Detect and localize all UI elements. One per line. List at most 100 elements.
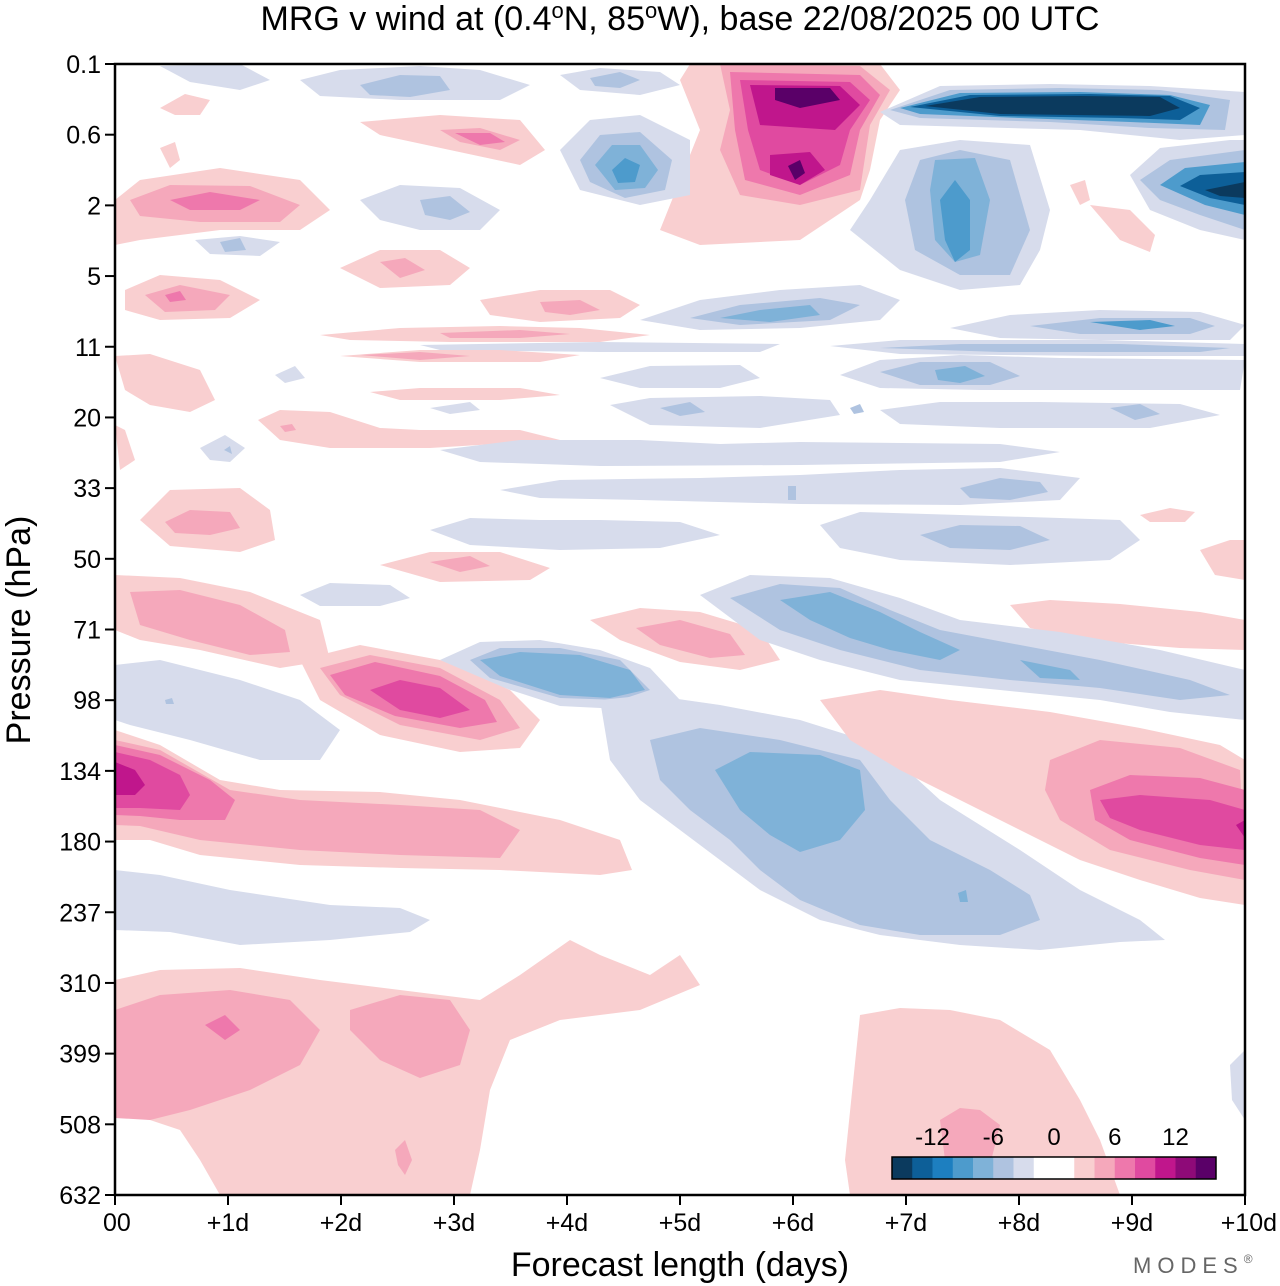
contour-region: [1205, 182, 1245, 198]
x-tick-label: +9d: [1111, 1209, 1153, 1237]
contour-region: [170, 192, 260, 210]
contour-region: [115, 870, 430, 945]
contour-region: [1236, 820, 1245, 838]
contour-region: [775, 88, 840, 108]
contour-region: [788, 486, 796, 500]
y-tick-label: 20: [73, 404, 101, 432]
y-tick-label: 2: [87, 192, 101, 220]
chart-title: MRG v wind at (0.4oN, 85oW), base 22/08/…: [261, 0, 1100, 38]
contour-region: [455, 133, 505, 145]
x-tick-label: +1d: [207, 1209, 249, 1237]
contour-region: [220, 238, 246, 252]
x-tick-label: +8d: [998, 1209, 1040, 1237]
contour-region: [165, 698, 174, 704]
colorbar-frame: [891, 1156, 1217, 1180]
contour-region: [600, 365, 760, 388]
y-axis: 0.1 0.6 2 5 11 20 33 50 71 98 134 180 237 310 399 508 63…: [59, 51, 115, 1210]
contour-region: [720, 305, 820, 322]
contour-region: [115, 354, 215, 412]
y-tick-label: 508: [59, 1111, 101, 1139]
x-tick-label: 00: [103, 1209, 131, 1237]
x-tick-label: +10d: [1221, 1209, 1277, 1237]
contour-region: [224, 446, 232, 454]
contour-region: [880, 402, 1220, 428]
y-tick-label: 33: [73, 475, 101, 503]
y-axis-label: Pressure (hPa): [0, 516, 38, 745]
colorbar-swatch: [993, 1157, 1014, 1179]
contour-region: [160, 94, 210, 115]
y-tick-label: 50: [73, 546, 101, 574]
contour-region: [1230, 1050, 1245, 1120]
colorbar-swatch: [932, 1157, 954, 1179]
x-tick-label: +5d: [659, 1209, 701, 1237]
contour-region: [275, 366, 305, 383]
colorbar-tick-label: -12: [915, 1124, 950, 1151]
contour-region: [612, 158, 640, 183]
colorbar-tick-label: 6: [1108, 1124, 1121, 1151]
contour-region: [430, 556, 490, 572]
contour-region: [115, 740, 520, 858]
contour-region: [880, 344, 1230, 352]
contour-region: [845, 1008, 1120, 1195]
y-tick-label: 0.6: [66, 122, 101, 150]
colorbar-swatch: [973, 1157, 994, 1179]
x-axis: 00 +1d +2d +3d +4d +5d +6d +7d +8d +9d +10d: [103, 1195, 1277, 1237]
contour-region: [440, 330, 570, 338]
y-tick-label: 632: [59, 1182, 101, 1210]
contour-region: [380, 258, 425, 278]
colorbar-swatch: [1033, 1157, 1055, 1179]
contour-region: [940, 180, 970, 262]
contour-region: [258, 410, 560, 448]
y-tick-label: 0.1: [66, 51, 101, 79]
x-tick-label: +6d: [772, 1209, 814, 1237]
contour-region: [370, 388, 560, 400]
contour-region: [360, 75, 450, 97]
contour-region: [420, 196, 470, 220]
y-tick-label: 399: [59, 1041, 101, 1069]
contour-region: [115, 425, 135, 470]
contour-region: [165, 510, 240, 535]
contour-region: [430, 518, 720, 550]
contour-region: [1100, 795, 1245, 850]
contour-region: [1010, 600, 1245, 650]
y-tick-label: 237: [59, 899, 101, 927]
y-tick-label: 5: [87, 263, 101, 291]
contour-region: [925, 96, 1180, 116]
x-tick-label: +2d: [320, 1209, 362, 1237]
colorbar-swatch: [1074, 1157, 1095, 1179]
contour-region: [280, 424, 296, 432]
title-suffix: W), base 22/08/2025 00 UTC: [657, 0, 1099, 38]
contour-region: [850, 404, 864, 414]
contour-region: [788, 160, 805, 180]
y-tick-label: 180: [59, 829, 101, 857]
contour-region: [115, 752, 190, 810]
contour-region: [480, 652, 645, 698]
contour-region: [636, 620, 745, 658]
contour-region: [370, 680, 470, 718]
title-degree-mark: o: [551, 0, 563, 23]
colorbar-swatch: [1094, 1157, 1116, 1179]
contour-region: [360, 115, 545, 165]
y-tick-label: 310: [59, 970, 101, 998]
contour-region: [360, 352, 470, 360]
contour-region: [145, 285, 230, 312]
colorbar-swatch: [1155, 1157, 1176, 1179]
contour-region: [300, 583, 410, 606]
contour-region: [1140, 508, 1195, 522]
contour-region: [1070, 180, 1090, 205]
colorbar-swatch: [1175, 1157, 1197, 1179]
contour-region: [350, 995, 470, 1078]
title-degree-mark: o: [645, 0, 657, 23]
y-tick-label: 134: [59, 758, 101, 786]
contour-region: [1110, 404, 1160, 420]
colorbar-swatch: [1135, 1157, 1156, 1179]
contour-region: [115, 762, 145, 795]
plot-area: [115, 64, 1245, 1195]
colorbar-tick-label: 12: [1162, 1124, 1189, 1151]
contour-region: [610, 396, 840, 428]
contour-region: [420, 342, 780, 352]
contour-region: [395, 1140, 412, 1175]
contour-region: [160, 64, 270, 90]
brand-name: MODES: [1133, 1253, 1244, 1278]
